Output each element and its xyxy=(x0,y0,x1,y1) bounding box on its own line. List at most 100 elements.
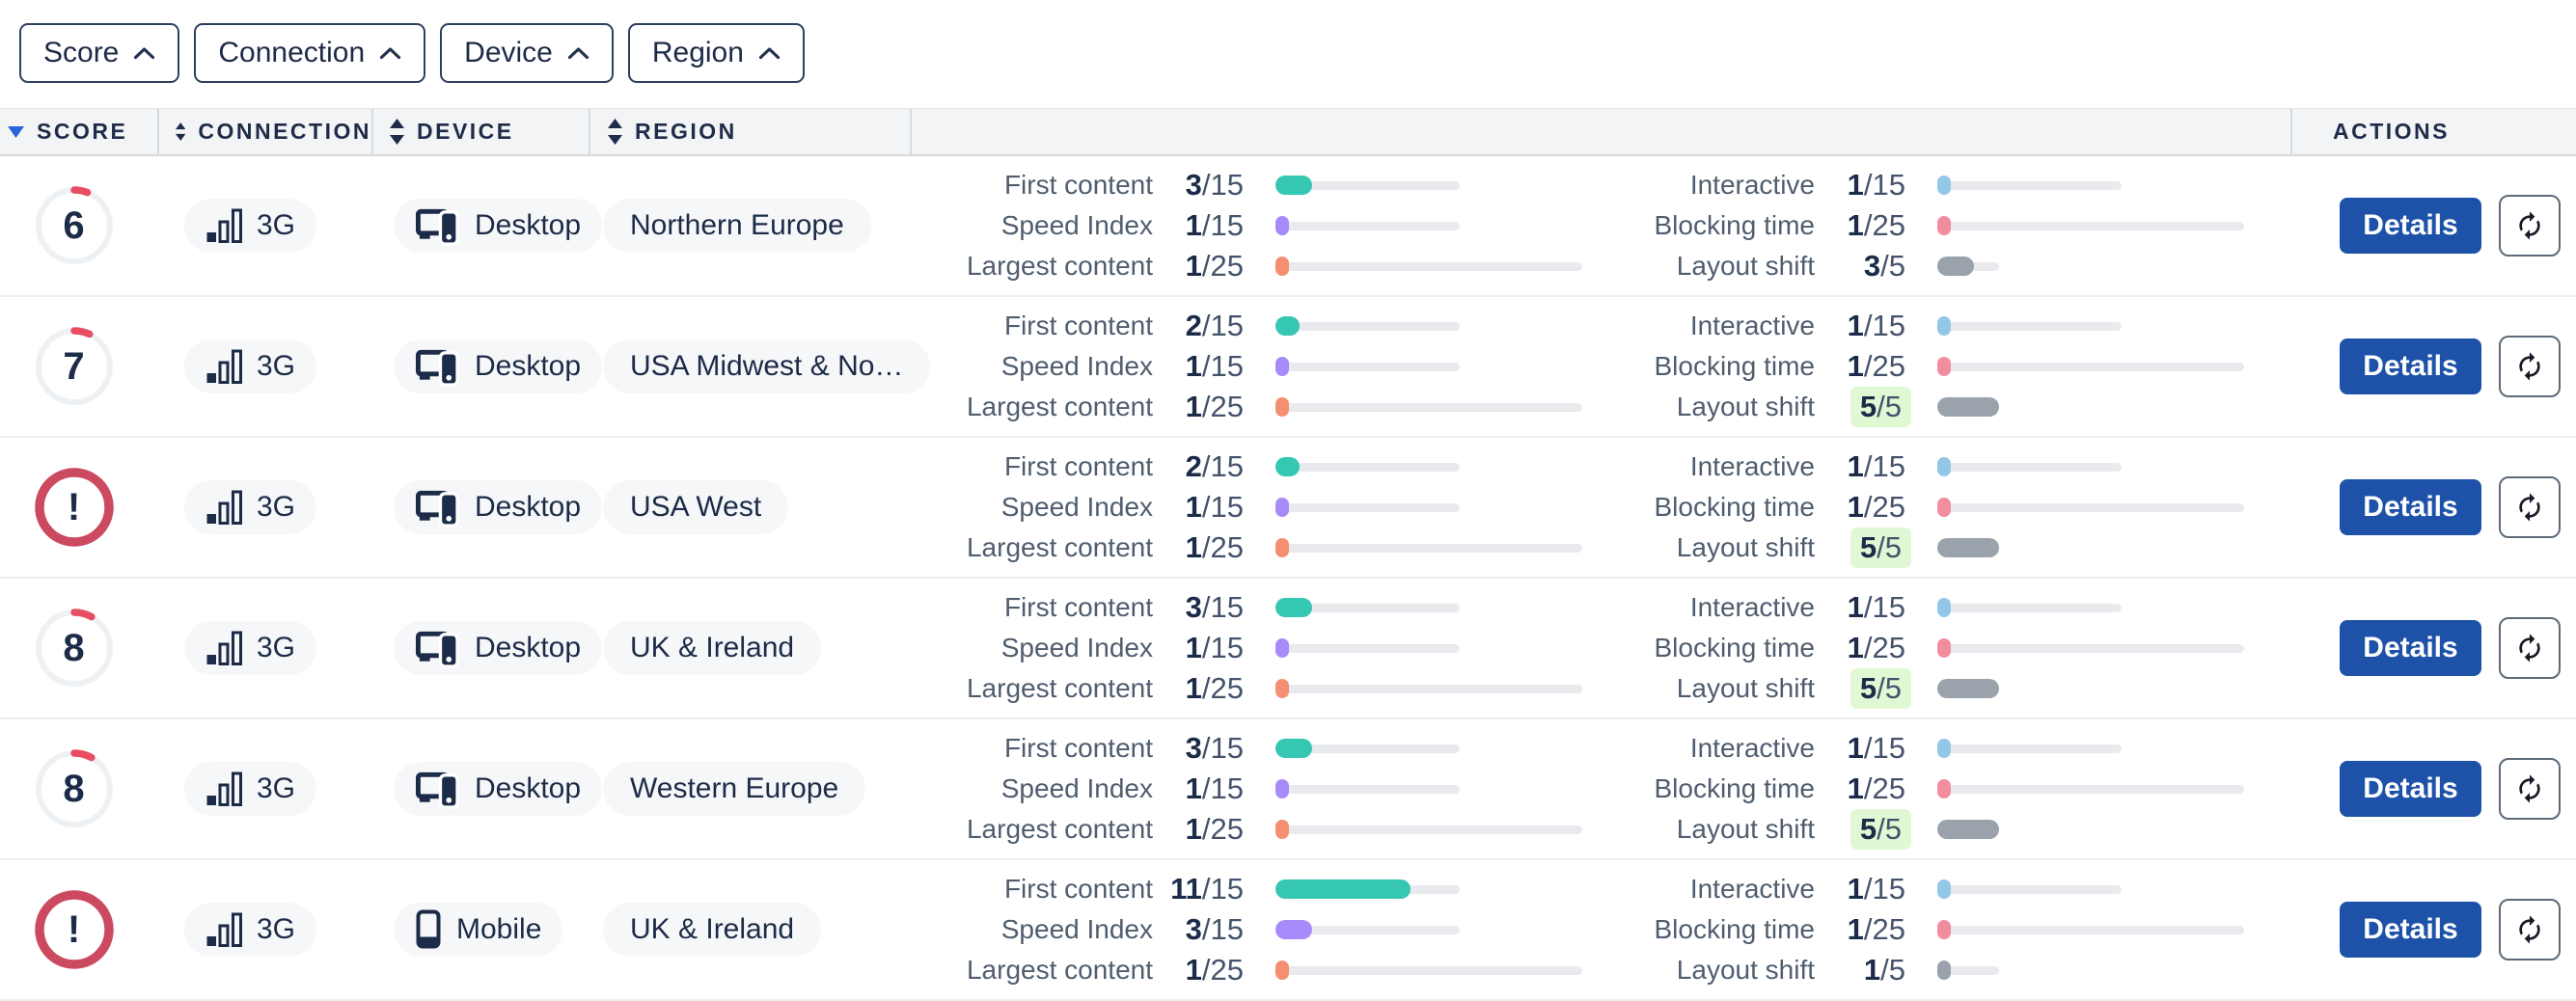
metric-label: Largest content xyxy=(966,673,1153,703)
metric-label: Blocking time xyxy=(1654,492,1815,522)
metric-speed-index: Speed Index 1/15 xyxy=(912,205,1590,246)
rerun-test-button[interactable] xyxy=(2499,899,2561,960)
metric-value: 1/15 xyxy=(1185,771,1244,805)
metrics-cell: First content 11/15 Speed Index 3/15 Lar… xyxy=(912,869,2292,990)
table-row: 6 3G Desktop xyxy=(0,156,2576,297)
metric-largest-content: Largest content 1/25 xyxy=(912,246,1590,286)
region-pill: UK & Ireland xyxy=(603,621,822,675)
column-header-score[interactable]: SCORE xyxy=(0,109,159,154)
details-button[interactable]: Details xyxy=(2340,620,2481,676)
table-row: 8 3G Desktop xyxy=(0,719,2576,860)
metric-first-content: First content 2/15 xyxy=(912,446,1590,487)
metric-label: First content xyxy=(1003,592,1153,622)
metric-blocking-time: Blocking time 1/25 xyxy=(1654,205,2244,246)
desktop-devices-icon xyxy=(415,771,459,809)
connection-pill: 3G xyxy=(184,621,317,675)
metric-bar xyxy=(1937,739,2122,758)
metric-label: Interactive xyxy=(1689,874,1815,904)
metric-value: 1/15 xyxy=(1185,490,1244,524)
metric-bar xyxy=(1275,216,1460,235)
metric-bar xyxy=(1937,257,1999,276)
details-button[interactable]: Details xyxy=(2340,338,2481,394)
metric-value: 1/5 xyxy=(1863,953,1905,987)
device-label: Desktop xyxy=(475,209,582,241)
metric-label: Largest content xyxy=(966,955,1153,985)
device-label: Desktop xyxy=(475,350,582,382)
device-label: Desktop xyxy=(475,772,582,804)
metrics-group-left: First content 2/15 Speed Index 1/15 Larg… xyxy=(912,446,1590,568)
device-pill: Desktop xyxy=(394,480,603,534)
metric-bar xyxy=(1937,176,2122,195)
metric-bar xyxy=(1937,316,2122,336)
metric-label: Interactive xyxy=(1689,733,1815,763)
metric-speed-index: Speed Index 3/15 xyxy=(912,909,1590,950)
details-button[interactable]: Details xyxy=(2340,198,2481,254)
table-row: 8 3G Desktop xyxy=(0,579,2576,719)
sort-icon xyxy=(390,119,404,145)
score-badge: 6 xyxy=(34,185,115,266)
metric-speed-index: Speed Index 1/15 xyxy=(912,769,1590,809)
metric-blocking-time: Blocking time 1/25 xyxy=(1654,628,2244,668)
device-cell: Desktop xyxy=(373,199,603,253)
details-button[interactable]: Details xyxy=(2340,761,2481,817)
metrics-group-right: Interactive 1/15 Blocking time 1/25 Layo… xyxy=(1654,165,2244,286)
connection-label: 3G xyxy=(257,491,296,523)
region-label: UK & Ireland xyxy=(630,632,795,663)
column-header-label: CONNECTION xyxy=(198,119,371,144)
metric-interactive: Interactive 1/15 xyxy=(1668,728,2244,769)
metric-blocking-time: Blocking time 1/25 xyxy=(1654,346,2244,387)
filter-button-device[interactable]: Device xyxy=(440,23,614,83)
signal-bars-icon xyxy=(206,208,242,243)
region-pill: USA West xyxy=(603,480,789,534)
desktop-devices-icon xyxy=(415,349,459,387)
column-header-connection[interactable]: CONNECTION xyxy=(159,109,373,154)
metric-layout-shift: Layout shift 3/5 xyxy=(1668,246,2244,286)
column-header-region[interactable]: REGION xyxy=(590,109,912,154)
region-cell: USA West xyxy=(590,480,912,534)
metric-value: 3/15 xyxy=(1185,731,1244,765)
chevron-up-icon xyxy=(380,47,401,60)
sort-descending-icon xyxy=(8,125,24,138)
rerun-test-button[interactable] xyxy=(2499,476,2561,538)
sync-icon xyxy=(2519,352,2540,381)
score-cell: ! xyxy=(0,467,159,548)
metrics-group-left: First content 3/15 Speed Index 1/15 Larg… xyxy=(912,587,1590,709)
metric-blocking-time: Blocking time 1/25 xyxy=(1654,909,2244,950)
column-header-device[interactable]: DEVICE xyxy=(373,109,590,154)
metric-value: 3/5 xyxy=(1863,249,1905,283)
metric-value: 1/15 xyxy=(1185,349,1244,383)
filter-button-score[interactable]: Score xyxy=(19,23,180,83)
metric-bar xyxy=(1937,216,2244,235)
metric-speed-index: Speed Index 1/15 xyxy=(912,346,1590,387)
metric-value: 5/5 xyxy=(1815,809,1911,850)
sort-icon xyxy=(608,119,622,145)
rerun-test-button[interactable] xyxy=(2499,336,2561,397)
metric-label: Speed Index xyxy=(1000,773,1153,803)
metrics-cell: First content 2/15 Speed Index 1/15 Larg… xyxy=(912,446,2292,568)
device-pill: Desktop xyxy=(394,199,603,253)
metric-bar xyxy=(1937,879,2122,899)
metric-largest-content: Largest content 1/25 xyxy=(912,668,1590,709)
details-button[interactable]: Details xyxy=(2340,479,2481,535)
region-cell: Northern Europe xyxy=(590,199,912,253)
filter-button-label: Region xyxy=(651,37,744,68)
score-value: 7 xyxy=(63,344,85,388)
chevron-up-icon xyxy=(758,47,781,60)
metric-label: Speed Index xyxy=(1000,351,1153,381)
metric-value: 1/25 xyxy=(1847,912,1905,946)
metric-bar xyxy=(1937,598,2122,617)
metric-label: Layout shift xyxy=(1676,251,1815,281)
rerun-test-button[interactable] xyxy=(2499,195,2561,257)
chevron-up-icon xyxy=(567,47,589,60)
metric-interactive: Interactive 1/15 xyxy=(1668,446,2244,487)
column-header-label: REGION xyxy=(635,119,737,144)
filter-button-region[interactable]: Region xyxy=(627,23,805,83)
metric-label: Layout shift xyxy=(1676,673,1815,703)
metric-value: 1/15 xyxy=(1847,449,1905,483)
rerun-test-button[interactable] xyxy=(2499,758,2561,820)
details-button[interactable]: Details xyxy=(2340,902,2481,958)
table-row: ! 3G Desktop xyxy=(0,438,2576,579)
filter-button-connection[interactable]: Connection xyxy=(194,23,426,83)
rerun-test-button[interactable] xyxy=(2499,617,2561,679)
